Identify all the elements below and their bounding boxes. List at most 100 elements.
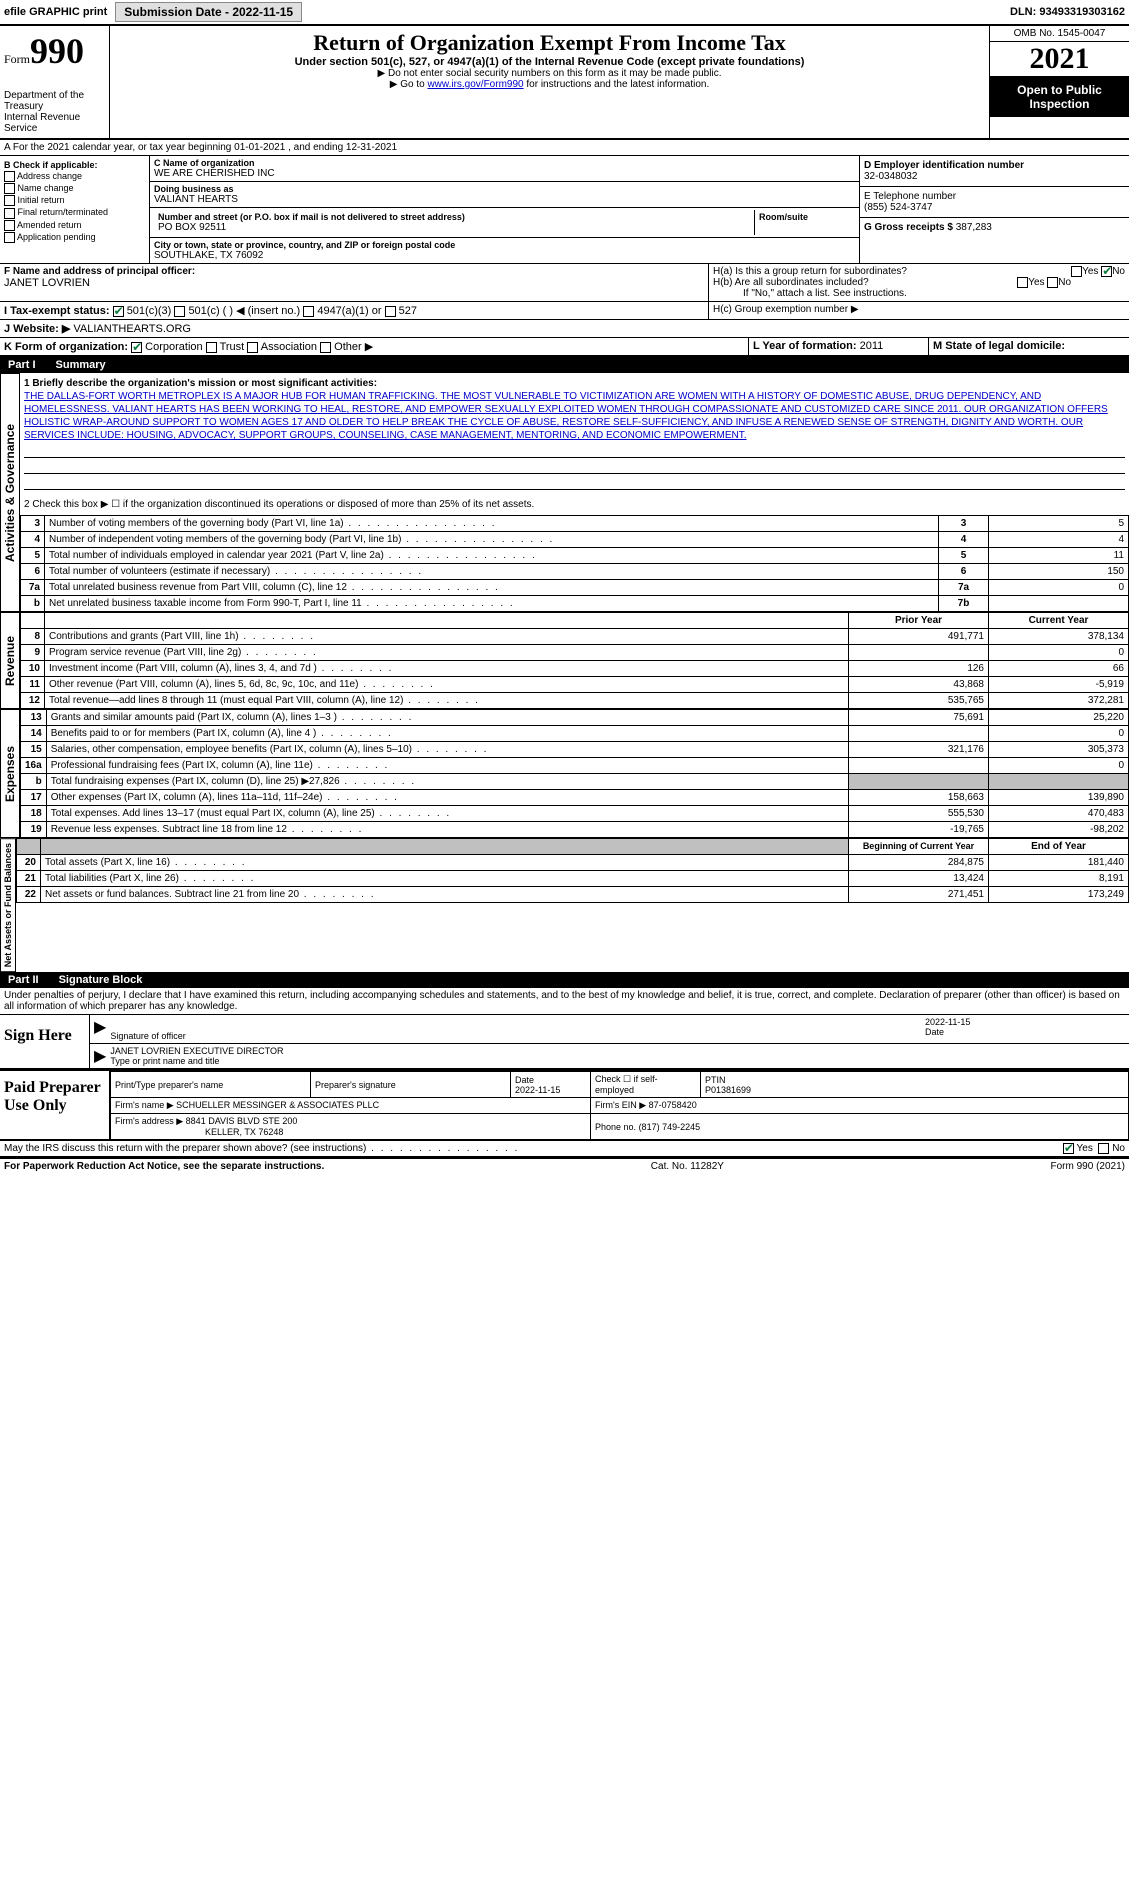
dba-label: Doing business as [154, 184, 855, 194]
check-initial[interactable]: Initial return [4, 195, 145, 206]
assoc-label: Association [261, 341, 317, 353]
firm-ein-label: Firm's EIN ▶ [595, 1100, 646, 1110]
line-num: 18 [21, 806, 47, 822]
prior-val [849, 758, 989, 774]
check-trust[interactable] [206, 342, 217, 353]
current-val: 173,249 [989, 887, 1129, 903]
current-val: 0 [989, 726, 1129, 742]
check-address-label: Address change [17, 171, 82, 181]
dln-label: DLN: 93493319303162 [1010, 6, 1125, 18]
line-text: Revenue less expenses. Subtract line 18 … [46, 822, 848, 838]
ha-no: No [1112, 266, 1125, 277]
submission-date-button[interactable]: Submission Date - 2022-11-15 [115, 2, 302, 22]
pra-notice: For Paperwork Reduction Act Notice, see … [4, 1161, 324, 1172]
line-num: 15 [21, 742, 47, 758]
part1-name: Summary [56, 359, 106, 371]
line-text: Number of independent voting members of … [45, 532, 939, 548]
line-num: 6 [21, 564, 45, 580]
line-text: Total number of volunteers (estimate if … [45, 564, 939, 580]
irs-link[interactable]: www.irs.gov/Form990 [427, 79, 523, 90]
c-name-label: C Name of organization [154, 158, 855, 168]
form-ref: Form 990 (2021) [1051, 1161, 1125, 1172]
discuss-yes-check[interactable] [1063, 1143, 1074, 1154]
header-end: End of Year [989, 839, 1129, 855]
paid-phone-label: Phone no. [595, 1122, 636, 1132]
current-val: 0 [989, 758, 1129, 774]
check-final[interactable]: Final return/terminated [4, 207, 145, 218]
c3-label: 501(c)(3) [127, 305, 172, 317]
self-employed-check[interactable]: Check ☐ if self-employed [591, 1072, 701, 1098]
other-label: Other ▶ [334, 341, 373, 353]
dba-value: VALIANT HEARTS [154, 194, 855, 205]
form-prefix: Form [4, 52, 30, 66]
prior-val: 321,176 [849, 742, 989, 758]
check-pending[interactable]: Application pending [4, 232, 145, 243]
discuss-no-check[interactable] [1098, 1143, 1109, 1154]
check-assoc[interactable] [247, 342, 258, 353]
line-text: Total expenses. Add lines 13–17 (must eq… [46, 806, 848, 822]
line-num: b [21, 596, 45, 612]
goto-post: for instructions and the latest informat… [524, 79, 710, 90]
line-num: 17 [21, 790, 47, 806]
s527-label: 527 [399, 305, 417, 317]
line-val: 0 [989, 580, 1129, 596]
row-a-period: A For the 2021 calendar year, or tax yea… [0, 140, 1129, 156]
line-val: 150 [989, 564, 1129, 580]
check-501c3[interactable] [113, 306, 124, 317]
check-pending-label: Application pending [17, 232, 96, 242]
line-text: Professional fundraising fees (Part IX, … [46, 758, 848, 774]
line-text: Contributions and grants (Part VIII, lin… [45, 629, 849, 645]
form-title: Return of Organization Exempt From Incom… [118, 30, 981, 56]
line-num: 7a [21, 580, 45, 596]
j-label: J Website: ▶ [4, 323, 70, 335]
firm-addr2: KELLER, TX 76248 [115, 1127, 283, 1137]
line-text: Total unrelated business revenue from Pa… [45, 580, 939, 596]
goto-note: ▶ Go to www.irs.gov/Form990 for instruct… [118, 79, 981, 90]
firm-ein: 87-0758420 [649, 1100, 697, 1110]
mission-text[interactable]: THE DALLAS-FORT WORTH METROPLEX IS A MAJ… [24, 391, 1108, 441]
check-address[interactable]: Address change [4, 171, 145, 182]
c-label: 501(c) ( ) ◀ (insert no.) [188, 305, 300, 317]
line-text: Total assets (Part X, line 16) [41, 855, 849, 871]
line-val: 5 [989, 516, 1129, 532]
check-527[interactable] [385, 306, 396, 317]
city-label: City or town, state or province, country… [154, 240, 855, 250]
line-text: Other revenue (Part VIII, column (A), li… [45, 677, 849, 693]
prior-val [849, 774, 989, 790]
room-label: Room/suite [759, 212, 851, 222]
prior-val: 555,530 [849, 806, 989, 822]
line-val: 4 [989, 532, 1129, 548]
line-text: Salaries, other compensation, employee b… [46, 742, 848, 758]
firm-addr-label: Firm's address ▶ [115, 1116, 183, 1126]
line-box: 7b [939, 596, 989, 612]
line-text: Program service revenue (Part VIII, line… [45, 645, 849, 661]
line-num: 19 [21, 822, 47, 838]
check-501c[interactable] [174, 306, 185, 317]
line-num: 11 [21, 677, 45, 693]
m-label: M State of legal domicile: [933, 340, 1065, 352]
line-text: Grants and similar amounts paid (Part IX… [46, 710, 848, 726]
line-num: 9 [21, 645, 45, 661]
check-amended[interactable]: Amended return [4, 220, 145, 231]
header-prior: Prior Year [849, 613, 989, 629]
current-val: 378,134 [989, 629, 1129, 645]
line-num: 21 [17, 871, 41, 887]
gross-label: G Gross receipts $ [864, 222, 953, 233]
check-corp[interactable] [131, 342, 142, 353]
check-4947[interactable] [303, 306, 314, 317]
line-box: 7a [939, 580, 989, 596]
check-other[interactable] [320, 342, 331, 353]
line-num: 14 [21, 726, 47, 742]
goto-pre: ▶ Go to [390, 79, 428, 90]
check-name[interactable]: Name change [4, 183, 145, 194]
k-label: K Form of organization: [4, 341, 128, 353]
current-val: 66 [989, 661, 1129, 677]
current-val: 139,890 [989, 790, 1129, 806]
line-box: 4 [939, 532, 989, 548]
line-num: 5 [21, 548, 45, 564]
prior-val: -19,765 [849, 822, 989, 838]
prior-val [849, 726, 989, 742]
line-text: Benefits paid to or for members (Part IX… [46, 726, 848, 742]
prior-val: 13,424 [849, 871, 989, 887]
line-text: Net unrelated business taxable income fr… [45, 596, 939, 612]
